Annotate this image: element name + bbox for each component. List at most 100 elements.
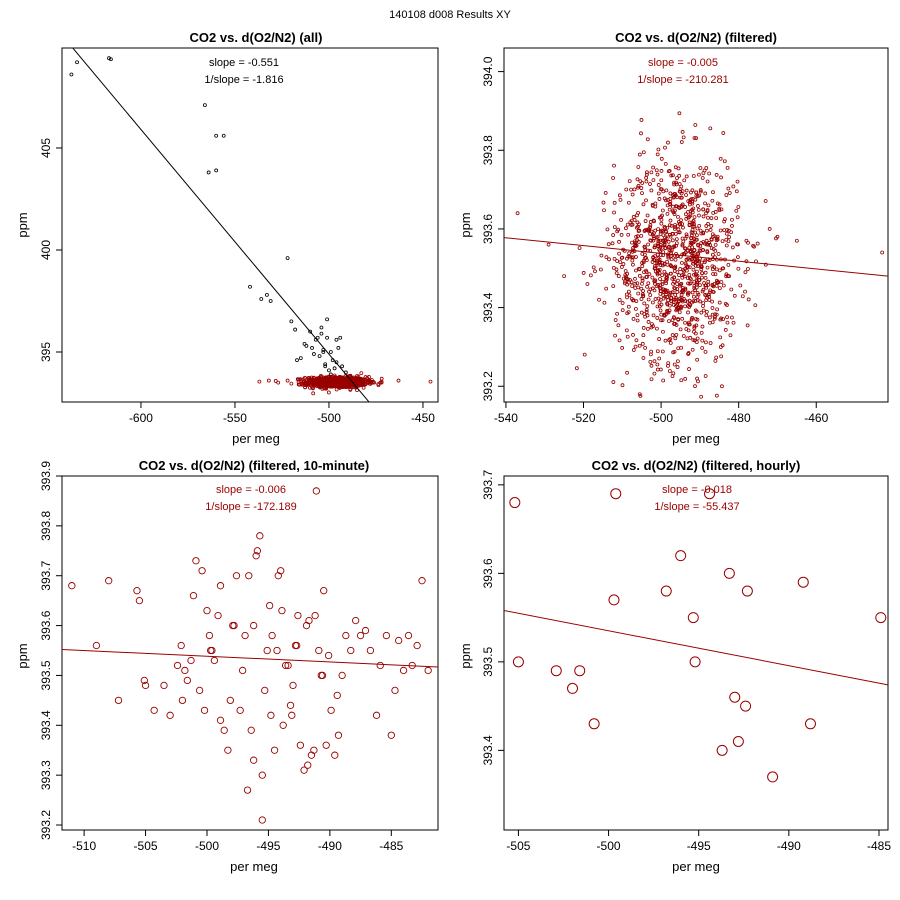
data-point <box>697 278 702 282</box>
data-point <box>642 301 647 306</box>
data-point <box>289 681 297 690</box>
data-point <box>680 222 685 226</box>
data-point <box>623 269 628 273</box>
data-point <box>674 237 679 242</box>
data-point <box>743 289 747 294</box>
figure-title: 140108 d008 Results XY <box>389 9 511 21</box>
data-point <box>298 356 303 361</box>
data-point <box>714 257 719 262</box>
data-point <box>205 631 214 640</box>
data-point <box>615 259 620 263</box>
data-point <box>611 265 616 270</box>
data-point <box>662 313 667 318</box>
data-point <box>710 312 715 317</box>
data-point <box>651 313 656 318</box>
data-point <box>356 631 365 640</box>
data-point <box>581 271 586 275</box>
data-point <box>703 201 707 206</box>
data-point <box>643 346 648 350</box>
y-tick-label: 393.6 <box>39 610 53 640</box>
data-point <box>701 214 706 219</box>
data-point <box>607 257 611 262</box>
data-point <box>270 746 279 754</box>
data-point <box>686 320 691 325</box>
data-point <box>658 277 662 281</box>
data-point <box>342 631 350 640</box>
data-point <box>666 169 671 174</box>
data-point <box>731 184 736 189</box>
data-point <box>632 217 637 222</box>
data-point <box>631 317 636 321</box>
data-point <box>591 265 596 270</box>
data-point <box>628 254 632 259</box>
data-point <box>619 265 624 269</box>
data-point <box>722 219 727 224</box>
data-point <box>245 572 253 580</box>
data-point <box>567 682 579 694</box>
data-point <box>627 251 632 256</box>
data-point <box>695 264 700 269</box>
data-point <box>321 382 326 387</box>
data-point <box>621 262 626 266</box>
y-tick-label: 393.7 <box>481 470 495 500</box>
data-point <box>672 275 677 280</box>
data-point <box>676 278 680 283</box>
data-point <box>631 246 636 250</box>
data-point <box>655 326 659 331</box>
data-point <box>629 255 634 260</box>
data-point <box>691 294 696 299</box>
data-point <box>637 266 641 271</box>
data-point <box>741 585 753 597</box>
data-point <box>261 686 269 695</box>
data-point <box>710 306 715 310</box>
data-point <box>715 307 720 312</box>
data-point <box>740 406 743 409</box>
data-point <box>617 298 622 302</box>
data-point <box>135 596 144 605</box>
data-point <box>669 271 673 276</box>
data-point <box>692 329 696 334</box>
data-point <box>323 364 328 369</box>
data-point <box>716 744 728 756</box>
fit-line <box>62 649 438 668</box>
data-point <box>688 209 693 214</box>
data-point <box>694 285 699 290</box>
data-point <box>712 234 717 239</box>
data-point <box>641 293 646 298</box>
data-point <box>693 331 698 336</box>
data-point <box>665 308 670 313</box>
data-point <box>701 248 706 253</box>
data-point <box>699 310 704 315</box>
data-point <box>653 201 658 206</box>
data-point <box>703 349 708 354</box>
data-point <box>665 211 670 216</box>
data-point <box>321 350 326 354</box>
data-point <box>631 333 635 337</box>
data-point <box>680 252 685 257</box>
data-point <box>413 641 421 650</box>
data-point <box>680 298 685 303</box>
data-point <box>648 293 653 298</box>
data-point <box>694 190 699 195</box>
data-point <box>712 282 717 286</box>
data-point <box>677 221 682 226</box>
data-point <box>707 320 712 325</box>
x-tick-label: -500 <box>649 411 673 425</box>
y-tick-label: 393.3 <box>39 760 53 790</box>
y-tick-label: 394.0 <box>481 56 495 86</box>
data-point <box>683 304 687 309</box>
series-10-minute-means <box>68 487 432 824</box>
data-point <box>676 359 680 364</box>
data-point <box>379 379 384 384</box>
data-point <box>666 298 670 303</box>
data-point <box>723 328 728 332</box>
data-point <box>308 329 313 334</box>
data-point <box>640 278 645 283</box>
data-point <box>673 297 678 302</box>
data-point <box>612 256 617 261</box>
data-point <box>664 276 669 281</box>
data-point <box>252 552 260 560</box>
data-point <box>734 189 739 194</box>
data-point <box>674 180 678 185</box>
